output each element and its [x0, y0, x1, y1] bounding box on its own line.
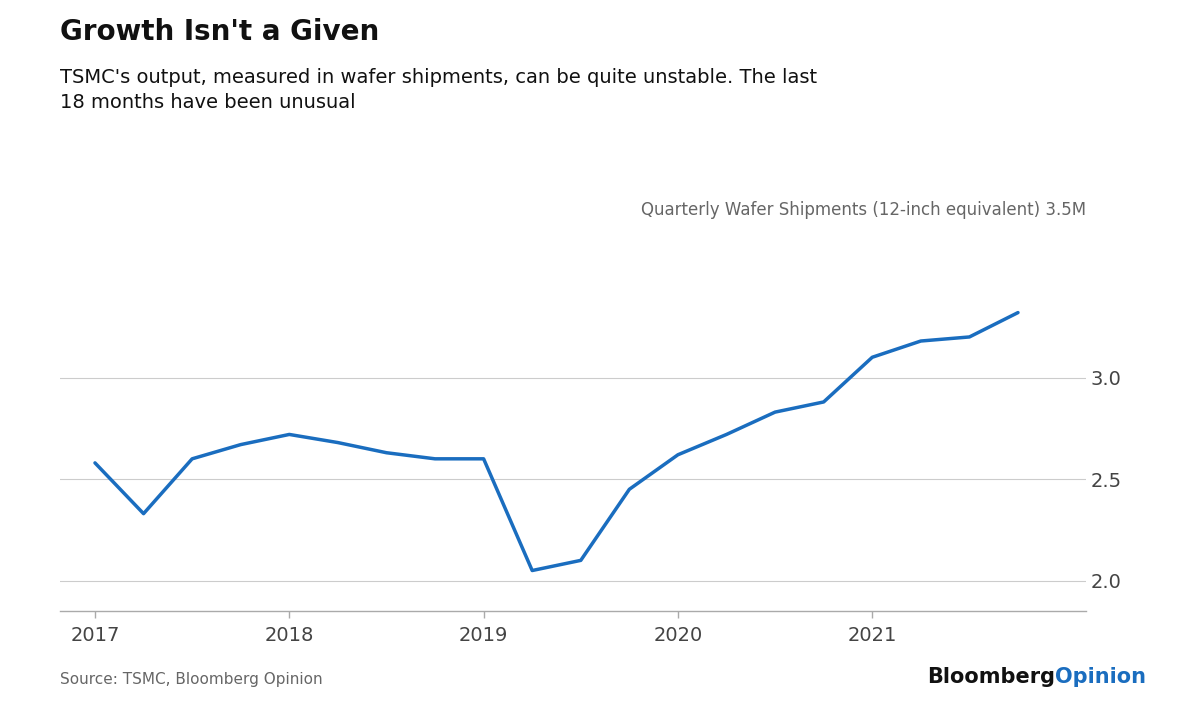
Text: Quarterly Wafer Shipments (12-inch equivalent) 3.5M: Quarterly Wafer Shipments (12-inch equiv…	[641, 201, 1086, 219]
Text: Bloomberg: Bloomberg	[928, 667, 1055, 687]
Text: Opinion: Opinion	[1055, 667, 1146, 687]
Text: Growth Isn't a Given: Growth Isn't a Given	[60, 18, 379, 46]
Text: TSMC's output, measured in wafer shipments, can be quite unstable. The last
18 m: TSMC's output, measured in wafer shipmen…	[60, 68, 817, 112]
Text: Source: TSMC, Bloomberg Opinion: Source: TSMC, Bloomberg Opinion	[60, 672, 323, 687]
